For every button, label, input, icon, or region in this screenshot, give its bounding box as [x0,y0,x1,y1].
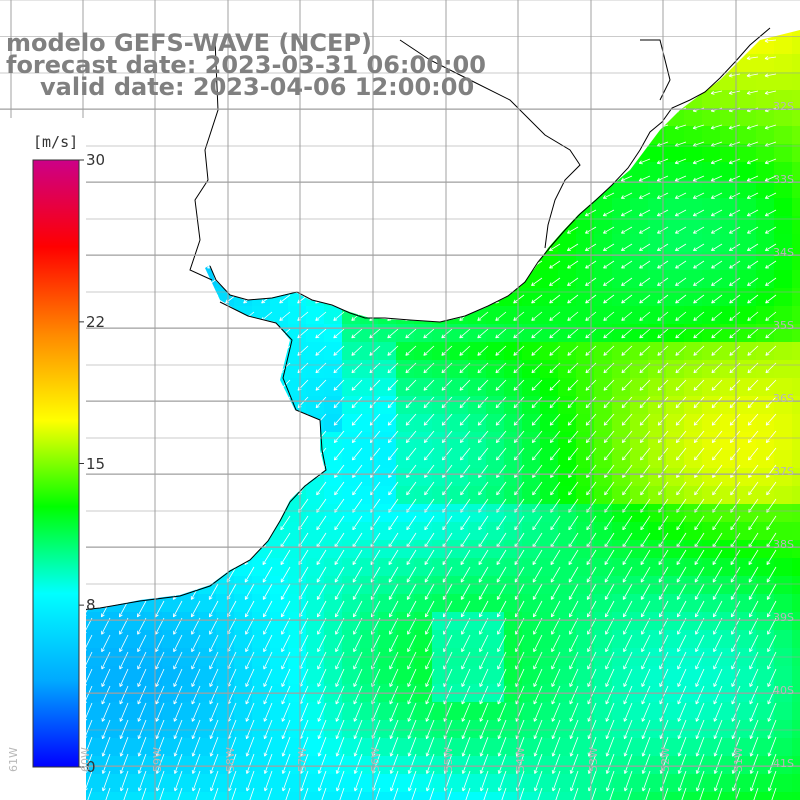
colorbar [0,118,86,800]
latitude-label: 37S [773,465,794,478]
longitude-label: 51W [732,747,745,772]
latitude-label: 35S [773,319,794,332]
latitude-label: 39S [773,611,794,624]
latitude-label: 40S [773,684,794,697]
longitude-label: 57W [296,747,309,772]
forecast-date: forecast date: 2023-03-31 06:00:00 [6,51,486,79]
model-title: modelo GEFS-WAVE (NCEP) [6,29,372,57]
longitude-label: 61W [7,747,20,772]
colorbar-tick-label: 0 [86,758,96,776]
colorbar-tick-label: 30 [86,151,106,169]
longitude-label: 60W [79,747,92,772]
land-mass [0,0,800,616]
colorbar-unit: [m/s] [33,133,79,151]
latitude-label: 34S [773,246,794,259]
longitude-label: 52W [659,747,672,772]
colorbar-tick-label: 8 [86,596,96,615]
longitude-label: 59W [151,747,164,772]
longitude-label: 56W [369,747,382,772]
longitude-label: 58W [224,747,237,772]
colorbar-tick-label: 22 [86,312,106,331]
latitude-label: 32S [773,100,794,113]
colorbar-tick-label: 15 [86,454,106,473]
latitude-label: 36S [773,392,794,405]
latitude-label: 38S [773,538,794,551]
longitude-label: 54W [514,747,527,772]
longitude-label: 55W [442,747,455,772]
latitude-label: 41S [773,757,794,770]
latitude-label: 33S [773,173,794,186]
longitude-label: 53W [587,747,600,772]
valid-date: valid date: 2023-04-06 12:00:00 [40,73,475,101]
